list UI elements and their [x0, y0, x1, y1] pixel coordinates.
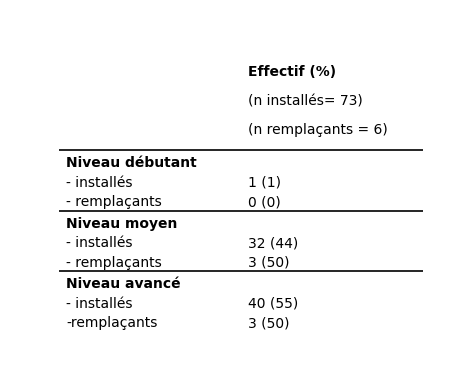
- Text: - installés: - installés: [66, 297, 133, 310]
- Text: - remplaçants: - remplaçants: [66, 256, 162, 270]
- Text: - installés: - installés: [66, 236, 133, 250]
- Text: - installés: - installés: [66, 176, 133, 190]
- Text: 0 (0): 0 (0): [248, 195, 281, 210]
- Text: Effectif (%): Effectif (%): [248, 65, 336, 79]
- Text: - remplaçants: - remplaçants: [66, 195, 162, 210]
- Text: 3 (50): 3 (50): [248, 256, 290, 270]
- Text: 3 (50): 3 (50): [248, 316, 290, 330]
- Text: -remplaçants: -remplaçants: [66, 316, 157, 330]
- Text: (n remplaçants = 6): (n remplaçants = 6): [248, 123, 388, 137]
- Text: (n installés= 73): (n installés= 73): [248, 94, 363, 108]
- Text: Niveau avancé: Niveau avancé: [66, 277, 180, 291]
- Text: 40 (55): 40 (55): [248, 297, 298, 310]
- Text: Niveau moyen: Niveau moyen: [66, 216, 177, 231]
- Text: 1 (1): 1 (1): [248, 176, 281, 190]
- Text: 32 (44): 32 (44): [248, 236, 298, 250]
- Text: Niveau débutant: Niveau débutant: [66, 156, 197, 170]
